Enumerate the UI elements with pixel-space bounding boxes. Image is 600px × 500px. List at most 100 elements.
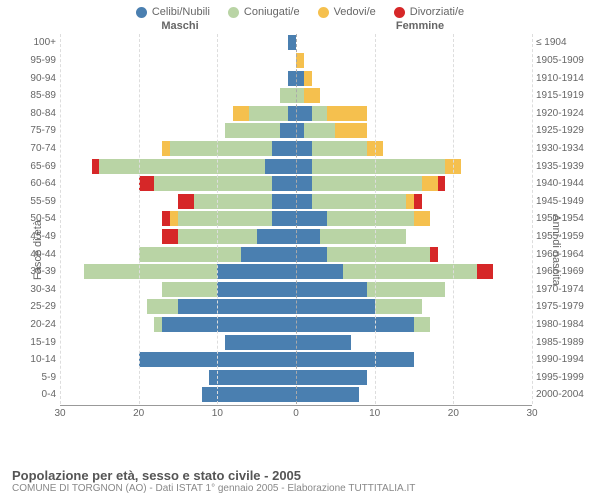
- x-axis: 3020100102030: [60, 405, 532, 420]
- male-bars: [60, 299, 296, 314]
- legend-label: Coniugati/e: [244, 6, 300, 18]
- bar-segment: [296, 159, 312, 174]
- female-bars: [296, 71, 532, 86]
- legend: Celibi/NubiliConiugati/eVedovi/eDivorzia…: [0, 0, 600, 20]
- female-bars: [296, 387, 532, 402]
- legend-swatch: [318, 7, 329, 18]
- bar-segment: [296, 123, 304, 138]
- female-bars: [296, 247, 532, 262]
- bar-segment: [272, 141, 296, 156]
- birth-year-label: 1935-1939: [536, 161, 596, 172]
- bar-segment: [139, 176, 155, 191]
- female-bars: [296, 335, 532, 350]
- bar-segment: [296, 141, 312, 156]
- bar-segment: [147, 299, 178, 314]
- bar-segment: [154, 317, 162, 332]
- age-label: 5-9: [16, 372, 56, 383]
- male-label: Maschi: [0, 20, 300, 32]
- bar-segment: [162, 229, 178, 244]
- bar-segment: [414, 211, 430, 226]
- bar-segment: [162, 317, 296, 332]
- male-bars: [60, 141, 296, 156]
- age-label: 100+: [16, 37, 56, 48]
- age-label: 10-14: [16, 354, 56, 365]
- female-bars: [296, 106, 532, 121]
- bar-segment: [296, 229, 320, 244]
- male-bars: [60, 106, 296, 121]
- female-bars: [296, 53, 532, 68]
- birth-year-label: 1975-1979: [536, 301, 596, 312]
- bar-segment: [312, 176, 422, 191]
- legend-swatch: [394, 7, 405, 18]
- bar-segment: [312, 159, 446, 174]
- bar-segment: [225, 123, 280, 138]
- bar-segment: [272, 194, 296, 209]
- age-label: 35-39: [16, 266, 56, 277]
- age-label: 55-59: [16, 196, 56, 207]
- age-label: 75-79: [16, 125, 56, 136]
- bar-segment: [280, 123, 296, 138]
- x-tick-label: 20: [448, 408, 459, 419]
- age-label: 45-49: [16, 231, 56, 242]
- age-label: 85-89: [16, 90, 56, 101]
- bar-segment: [477, 264, 493, 279]
- birth-year-label: 1910-1914: [536, 73, 596, 84]
- bar-segment: [296, 335, 351, 350]
- bar-segment: [288, 71, 296, 86]
- bar-segment: [272, 176, 296, 191]
- bar-segment: [367, 282, 446, 297]
- birth-year-label: 1940-1944: [536, 178, 596, 189]
- grid-line: [60, 34, 61, 404]
- plot-area: 100+≤ 190495-991905-190990-941910-191485…: [60, 34, 532, 434]
- birth-year-label: 1980-1984: [536, 319, 596, 330]
- birth-year-label: 1925-1929: [536, 125, 596, 136]
- legend-label: Divorziati/e: [410, 6, 464, 18]
- age-label: 30-34: [16, 284, 56, 295]
- female-bars: [296, 123, 532, 138]
- female-bars: [296, 176, 532, 191]
- population-pyramid-chart: Celibi/NubiliConiugati/eVedovi/eDivorzia…: [0, 0, 600, 500]
- legend-label: Vedovi/e: [334, 6, 376, 18]
- birth-year-label: 1995-1999: [536, 372, 596, 383]
- bar-segment: [170, 211, 178, 226]
- chart-title: Popolazione per età, sesso e stato civil…: [12, 468, 415, 483]
- bar-segment: [296, 299, 375, 314]
- bar-segment: [343, 264, 477, 279]
- female-bars: [296, 229, 532, 244]
- birth-year-label: 1965-1969: [536, 266, 596, 277]
- bar-segment: [178, 194, 194, 209]
- bar-segment: [296, 282, 367, 297]
- male-bars: [60, 335, 296, 350]
- x-tick-label: 10: [369, 408, 380, 419]
- age-label: 15-19: [16, 337, 56, 348]
- bar-segment: [154, 176, 272, 191]
- male-bars: [60, 370, 296, 385]
- bar-segment: [406, 194, 414, 209]
- legend-item: Divorziati/e: [394, 6, 464, 18]
- grid-line: [139, 34, 140, 404]
- bar-segment: [327, 247, 429, 262]
- bar-segment: [280, 88, 296, 103]
- bar-segment: [194, 194, 273, 209]
- legend-item: Coniugati/e: [228, 6, 300, 18]
- x-tick-label: 10: [212, 408, 223, 419]
- birth-year-label: 1930-1934: [536, 143, 596, 154]
- bar-segment: [296, 176, 312, 191]
- male-bars: [60, 176, 296, 191]
- bar-segment: [296, 317, 414, 332]
- age-label: 70-74: [16, 143, 56, 154]
- chart-footer: Popolazione per età, sesso e stato civil…: [12, 468, 415, 494]
- birth-year-label: 2000-2004: [536, 389, 596, 400]
- bar-segment: [272, 211, 296, 226]
- male-bars: [60, 247, 296, 262]
- bar-segment: [296, 53, 304, 68]
- bar-segment: [288, 35, 296, 50]
- age-label: 95-99: [16, 55, 56, 66]
- birth-year-label: ≤ 1904: [536, 37, 596, 48]
- male-bars: [60, 317, 296, 332]
- bar-segment: [162, 211, 170, 226]
- birth-year-label: 1990-1994: [536, 354, 596, 365]
- female-bars: [296, 282, 532, 297]
- female-bars: [296, 141, 532, 156]
- male-bars: [60, 229, 296, 244]
